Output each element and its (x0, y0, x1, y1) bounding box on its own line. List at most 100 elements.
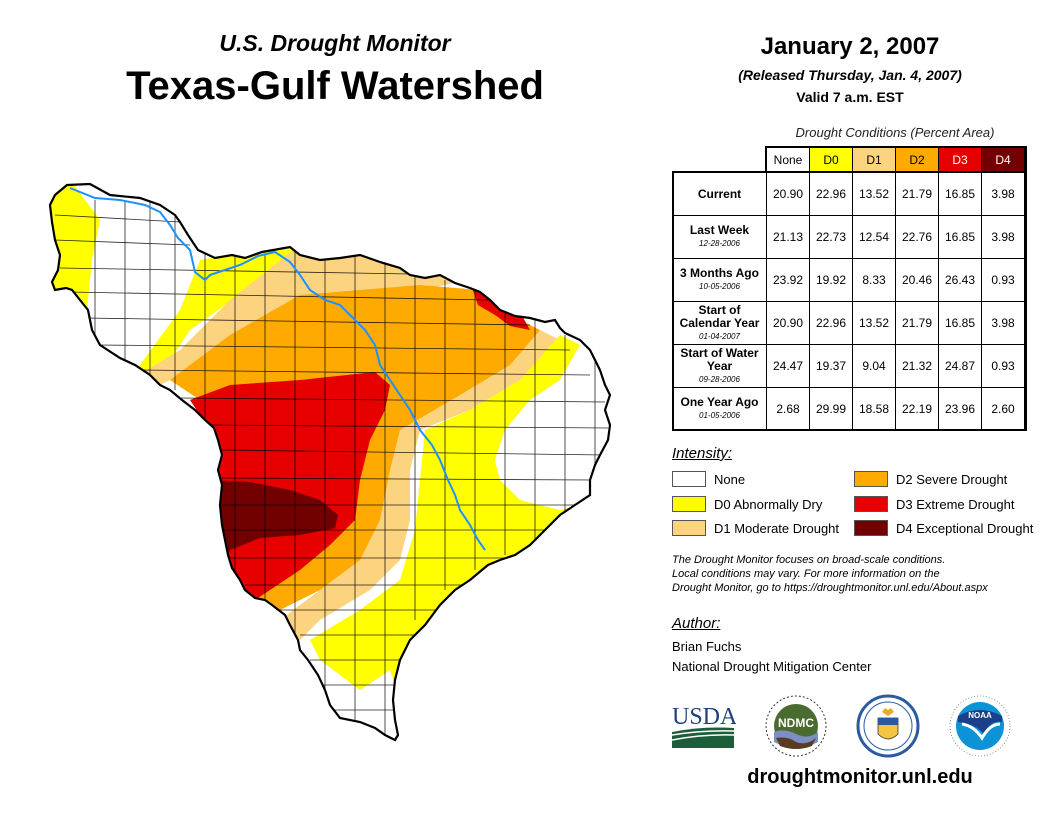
author-organization: National Drought Mitigation Center (672, 659, 872, 674)
drought-map (48, 182, 612, 742)
county-boundaries (54, 200, 609, 735)
legend-item-d0: D0 Abnormally Dry (672, 496, 822, 512)
column-header-d1: D1 (852, 146, 896, 173)
table-row: Start of Calendar Year 01-04-2007 20.90 22.… (672, 301, 1025, 345)
legend-swatch (672, 496, 706, 512)
row-label: Start of Calendar Year 01-04-2007 (672, 301, 767, 345)
table-row: 3 Months Ago 10-05-2006 23.92 19.92 8.33 20.4… (672, 258, 1025, 302)
legend-swatch (672, 471, 706, 487)
table-header-row: None D0 D1 D2 D3 D4 (673, 146, 1025, 173)
usda-logo: USDA (672, 704, 736, 748)
table-cell-d2: 21.79 (895, 301, 939, 345)
legend-label: D4 Exceptional Drought (896, 520, 1034, 536)
table-cell-d2: 21.79 (895, 172, 939, 216)
map-d0-southeast-area (310, 335, 600, 690)
ndmc-logo: NDMC (765, 695, 827, 757)
ndmc-logo-text: NDMC (778, 716, 814, 730)
column-header-d4: D4 (981, 146, 1025, 173)
table-cell-d0: 29.99 (809, 387, 853, 431)
legend-swatch (854, 520, 888, 536)
table-cell-d4: 3.98 (981, 301, 1025, 345)
legend-label: None (714, 471, 746, 487)
legend-item-d1: D1 Moderate Drought (672, 520, 839, 536)
row-label-text: One Year Ago (680, 395, 759, 409)
legend-label: D3 Extreme Drought (896, 496, 1015, 512)
noaa-logo-text: NOAA (968, 711, 992, 720)
map-title: Texas-Gulf Watershed (126, 64, 544, 108)
row-label-text: Start of Calendar Year (679, 302, 760, 330)
table-cell-d3: 16.85 (938, 301, 982, 345)
author-name: Brian Fuchs (672, 639, 742, 654)
map-d4-area (210, 480, 338, 565)
row-label: 3 Months Ago 10-05-2006 (672, 258, 767, 302)
table-cell-d4: 0.93 (981, 258, 1025, 302)
table-cell-d3: 26.43 (938, 258, 982, 302)
legend-swatch (854, 496, 888, 512)
legend-item-d2: D2 Severe Drought (854, 471, 1007, 487)
legend-item-d3: D3 Extreme Drought (854, 496, 1015, 512)
table-cell-d3: 16.85 (938, 215, 982, 259)
table-cell-d1: 13.52 (852, 172, 896, 216)
table-cell-none: 20.90 (766, 301, 810, 345)
table-cell-d2: 22.19 (895, 387, 939, 431)
table-cell-none: 20.90 (766, 172, 810, 216)
table-cell-d4: 3.98 (981, 172, 1025, 216)
table-caption: Drought Conditions (Percent Area) (795, 125, 995, 140)
table-cell-d3: 23.96 (938, 387, 982, 431)
drought-conditions-table: None D0 D1 D2 D3 D4 Current 20.90 22.96 13.… (672, 146, 1025, 431)
table-cell-d0: 22.96 (809, 301, 853, 345)
column-header-none: None (766, 146, 810, 173)
river-line (69, 187, 486, 551)
table-cell-d2: 22.76 (895, 215, 939, 259)
column-header-d3: D3 (938, 146, 982, 173)
author-block: Brian Fuchs National Drought Mitigation … (672, 637, 871, 677)
map-subtitle: U.S. Drought Monitor (219, 30, 451, 56)
legend-label: D1 Moderate Drought (714, 520, 840, 536)
table-cell-d2: 20.46 (895, 258, 939, 302)
row-date: 10-05-2006 (699, 282, 740, 291)
usda-logo-text: USDA (672, 704, 736, 730)
row-label: Start of Water Year 09-28-2006 (672, 344, 767, 388)
table-cell-d3: 24.87 (938, 344, 982, 388)
row-label-text: 3 Months Ago (680, 266, 759, 280)
row-date: 12-28-2006 (699, 239, 740, 248)
column-header-d0: D0 (809, 146, 853, 173)
legend-label: D2 Severe Drought (896, 471, 1008, 487)
noaa-logo: NOAA (949, 695, 1011, 757)
table-cell-none: 24.47 (766, 344, 810, 388)
legend-title: Intensity: (672, 445, 733, 462)
website-url[interactable]: droughtmonitor.unl.edu (747, 766, 973, 788)
table-row: Current 20.90 22.96 13.52 21.79 16.85 3.98 (672, 172, 1025, 216)
table-corner (673, 147, 767, 173)
legend-item-none: None (672, 471, 745, 487)
row-label: Last Week 12-28-2006 (672, 215, 767, 259)
table-body: Current 20.90 22.96 13.52 21.79 16.85 3.98 Last… (672, 172, 1025, 431)
table-cell-none: 21.13 (766, 215, 810, 259)
table-cell-d3: 16.85 (938, 172, 982, 216)
author-heading: Author: (672, 615, 721, 632)
table-cell-d4: 2.60 (981, 387, 1025, 431)
table-row: Start of Water Year 09-28-2006 24.47 19.37 9… (672, 344, 1025, 388)
row-label: One Year Ago 01-05-2006 (672, 387, 767, 431)
table-row: One Year Ago 01-05-2006 2.68 29.99 18.58 22.1… (672, 387, 1025, 431)
table-cell-d1: 12.54 (852, 215, 896, 259)
table-cell-none: 2.68 (766, 387, 810, 431)
row-date: 01-04-2007 (699, 331, 740, 341)
row-label-text: Start of Water Year (680, 345, 759, 373)
table-cell-d0: 19.92 (809, 258, 853, 302)
table-cell-d0: 19.37 (809, 344, 853, 388)
release-date: (Released Thursday, Jan. 4, 2007) (738, 67, 962, 83)
commerce-seal-logo (856, 694, 920, 758)
valid-time: Valid 7 a.m. EST (796, 89, 904, 105)
note-line: Drought Monitor, go to https://droughtmo… (672, 582, 988, 594)
table-cell-d0: 22.96 (809, 172, 853, 216)
table-cell-d2: 21.32 (895, 344, 939, 388)
disclaimer-note: The Drought Monitor focuses on broad-sca… (672, 553, 1042, 595)
table-cell-none: 23.92 (766, 258, 810, 302)
note-line: Local conditions may vary. For more info… (672, 568, 940, 580)
table-row: Last Week 12-28-2006 21.13 22.73 12.54 22.76 1… (672, 215, 1025, 259)
table-cell-d1: 18.58 (852, 387, 896, 431)
table-cell-d1: 8.33 (852, 258, 896, 302)
row-date: 01-05-2006 (699, 411, 740, 420)
row-label-text: Last Week (689, 223, 750, 237)
